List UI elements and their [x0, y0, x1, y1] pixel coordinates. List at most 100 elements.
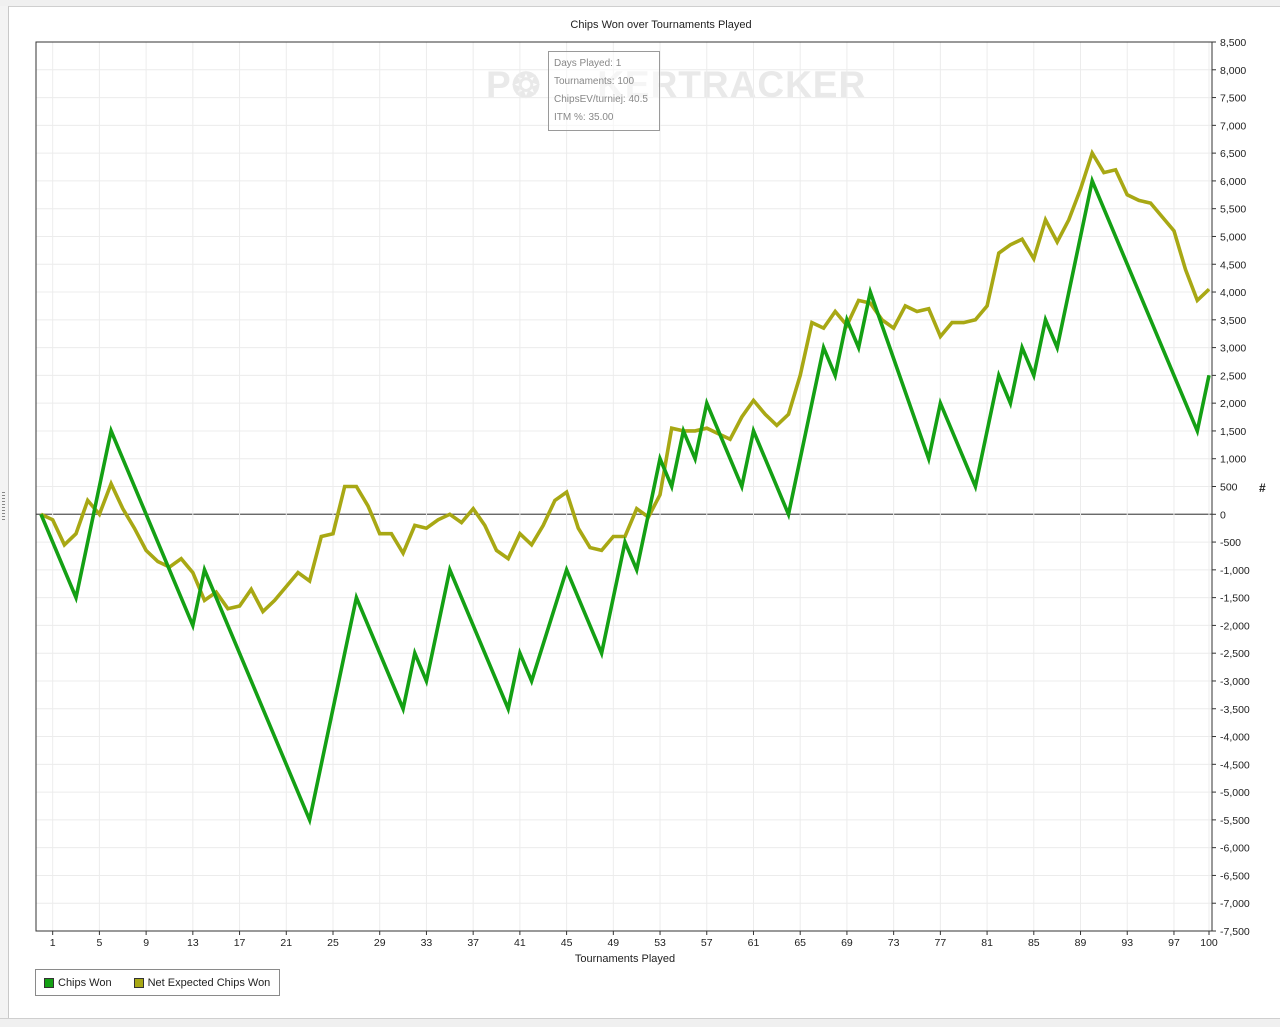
y-tick-label: -4,500 [1220, 759, 1250, 771]
y-tick-label: -1,500 [1220, 593, 1250, 605]
x-tick-label: 17 [234, 937, 246, 949]
y-tick-label: 3,000 [1220, 343, 1246, 355]
data-point-net-expected-chips-won [1021, 238, 1023, 240]
side-splitter[interactable] [0, 6, 9, 1018]
data-point-net-expected-chips-won [145, 549, 147, 551]
y-tick-label: 6,000 [1220, 176, 1246, 188]
x-tick-label: 1 [50, 937, 56, 949]
y-tick-label: -7,500 [1220, 926, 1250, 938]
x-axis-label: Tournaments Played [575, 953, 675, 965]
data-point-net-expected-chips-won [659, 494, 661, 496]
data-point-net-expected-chips-won [624, 536, 626, 538]
legend-swatch-chips-won [44, 977, 54, 988]
data-point-net-expected-chips-won [157, 561, 159, 563]
data-point-net-expected-chips-won [250, 588, 252, 590]
y-tick-label: 5,000 [1220, 231, 1246, 243]
y-tick-label: 4,000 [1220, 287, 1246, 299]
data-point-net-expected-chips-won [507, 558, 509, 560]
data-point-net-expected-chips-won [916, 310, 918, 312]
data-point-net-expected-chips-won [601, 549, 603, 551]
data-point-net-expected-chips-won [110, 483, 112, 485]
x-tick-label: 49 [607, 937, 619, 949]
data-point-net-expected-chips-won [133, 527, 135, 529]
x-tick-label: 57 [701, 937, 713, 949]
x-tick-label: 89 [1075, 937, 1087, 949]
data-point-net-expected-chips-won [309, 580, 311, 582]
y-tick-label: -2,500 [1220, 648, 1250, 660]
y-tick-label: -5,500 [1220, 815, 1250, 827]
data-point-net-expected-chips-won [1150, 202, 1152, 204]
y-tick-label: 7,500 [1220, 93, 1246, 105]
x-tick-label: 33 [421, 937, 433, 949]
x-tick-label: 41 [514, 937, 526, 949]
data-point-net-expected-chips-won [332, 533, 334, 535]
y-tick-label: -500 [1220, 537, 1241, 549]
y-tick-label: 2,500 [1220, 370, 1246, 382]
data-point-net-expected-chips-won [122, 508, 124, 510]
data-point-net-expected-chips-won [484, 524, 486, 526]
data-point-net-expected-chips-won [87, 499, 89, 501]
data-point-net-expected-chips-won [1009, 244, 1011, 246]
data-point-net-expected-chips-won [519, 533, 521, 535]
y-tick-label: 5,500 [1220, 204, 1246, 216]
data-point-net-expected-chips-won [776, 424, 778, 426]
x-tick-label: 5 [96, 937, 102, 949]
y-tick-label: 2,000 [1220, 398, 1246, 410]
x-tick-label: 53 [654, 937, 666, 949]
y-tick-label: -4,000 [1220, 732, 1250, 744]
data-point-net-expected-chips-won [939, 335, 941, 337]
data-point-net-expected-chips-won [1080, 188, 1082, 190]
data-point-net-expected-chips-won [636, 508, 638, 510]
y-tick-label: 1,500 [1220, 426, 1246, 438]
x-tick-label: 77 [935, 937, 947, 949]
data-point-net-expected-chips-won [239, 605, 241, 607]
data-point-net-expected-chips-won [834, 310, 836, 312]
data-point-net-expected-chips-won [437, 519, 439, 521]
splitter-grip-icon[interactable] [2, 492, 5, 522]
data-point-net-expected-chips-won [472, 508, 474, 510]
legend-item-chips-won[interactable]: Chips Won [44, 977, 112, 989]
x-tick-label: 9 [143, 937, 149, 949]
data-point-net-expected-chips-won [274, 599, 276, 601]
data-point-net-expected-chips-won [1185, 269, 1187, 271]
y-tick-label: -2,000 [1220, 620, 1250, 632]
data-point-net-expected-chips-won [1033, 258, 1035, 260]
data-point-net-expected-chips-won [425, 527, 427, 529]
chart-axes: 8,500 8,000 7,500 7,000 6,500 6,000 5,500 5,000… [50, 37, 1250, 949]
tooltip-tournaments: Tournaments: 100 [554, 76, 635, 87]
data-point-net-expected-chips-won [98, 513, 100, 515]
data-point-net-expected-chips-won [204, 599, 206, 601]
data-point-net-expected-chips-won [320, 536, 322, 538]
poker-chip-icon: ❂ [511, 67, 542, 105]
data-point-net-expected-chips-won [1196, 299, 1198, 301]
data-point-net-expected-chips-won [297, 572, 299, 574]
data-point-net-expected-chips-won [1044, 219, 1046, 221]
data-point-net-expected-chips-won [893, 327, 895, 329]
window-top-edge [0, 0, 1280, 7]
data-point-net-expected-chips-won [1056, 241, 1058, 243]
data-point-net-expected-chips-won [706, 427, 708, 429]
data-point-net-expected-chips-won [788, 413, 790, 415]
data-point-net-expected-chips-won [566, 491, 568, 493]
y-tick-label: 500 [1220, 482, 1238, 494]
data-point-net-expected-chips-won [449, 513, 451, 515]
data-point-net-expected-chips-won [799, 374, 801, 376]
data-point-net-expected-chips-won [904, 305, 906, 307]
data-point-net-expected-chips-won [974, 319, 976, 321]
data-point-net-expected-chips-won [951, 322, 953, 324]
y-tick-label: 6,500 [1220, 148, 1246, 160]
data-point-net-expected-chips-won [1103, 172, 1105, 174]
data-point-net-expected-chips-won [52, 519, 54, 521]
series-line-chips-won [39, 174, 1211, 826]
data-point-net-expected-chips-won [612, 536, 614, 538]
data-point-net-expected-chips-won [460, 522, 462, 524]
data-point-net-expected-chips-won [869, 302, 871, 304]
data-point-net-expected-chips-won [577, 527, 579, 529]
legend-item-net-expected[interactable]: Net Expected Chips Won [133, 977, 270, 989]
data-point-net-expected-chips-won [227, 608, 229, 610]
data-point-net-expected-chips-won [823, 327, 825, 329]
data-point-net-expected-chips-won [963, 322, 965, 324]
data-point-net-expected-chips-won [811, 322, 813, 324]
y-tick-label: 0 [1220, 509, 1226, 521]
